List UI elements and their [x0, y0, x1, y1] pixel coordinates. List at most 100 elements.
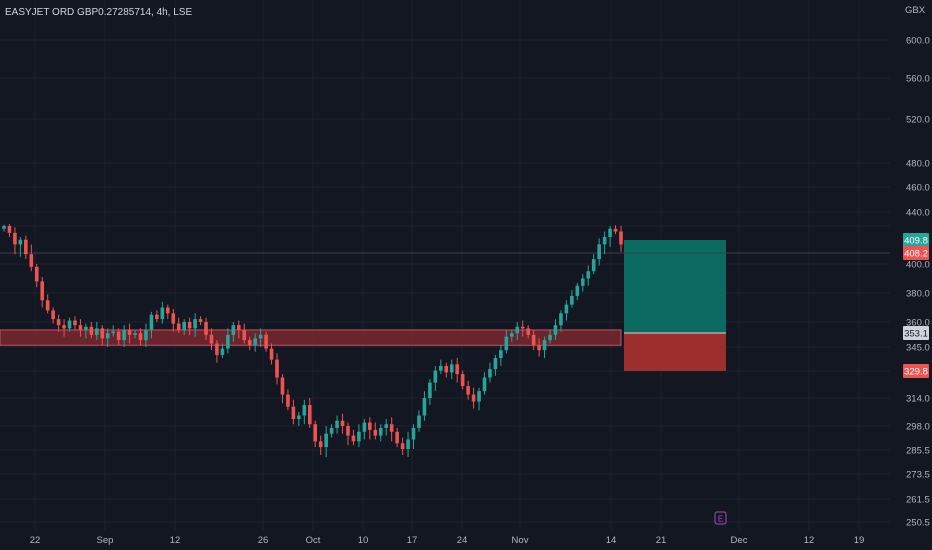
price-tick-label: 298.0	[906, 422, 930, 433]
candle	[602, 231, 607, 255]
candle	[226, 328, 230, 354]
earnings-event-marker[interactable]: E	[714, 511, 727, 525]
candle	[515, 322, 520, 341]
candle	[34, 264, 39, 288]
candle	[84, 323, 88, 339]
price-tag-last: 408.2	[903, 246, 929, 260]
price-tick-label: 440.0	[906, 208, 930, 219]
candle	[275, 353, 279, 385]
candle	[155, 310, 159, 322]
candle	[444, 362, 449, 378]
time-tick-label: 24	[457, 535, 468, 546]
candle	[45, 294, 50, 314]
candle	[231, 322, 236, 342]
candle	[460, 370, 465, 390]
candle	[280, 374, 285, 404]
candle	[608, 226, 612, 247]
svg-text:408.2: 408.2	[904, 249, 928, 260]
candle	[105, 328, 110, 347]
candle	[176, 317, 181, 334]
candle	[160, 301, 165, 324]
candle	[242, 323, 247, 344]
time-axis[interactable]: 22 Sep 12 26 Oct 10 17 24 Nov 14 21 Dec 12 19	[30, 535, 865, 546]
candle	[187, 317, 192, 335]
candle	[499, 345, 503, 366]
price-tick-label: 273.5	[906, 470, 930, 481]
long-position-tool[interactable]	[624, 240, 726, 371]
candle	[346, 422, 350, 446]
candle	[100, 325, 105, 346]
candle	[138, 328, 143, 346]
candle	[482, 372, 487, 395]
candle	[40, 277, 45, 308]
candle	[111, 325, 116, 337]
stop-zone[interactable]	[624, 333, 726, 371]
symbol-title[interactable]: EASYJET ORD GBP0.27285714, 4h, LSE	[5, 7, 192, 18]
candle	[193, 313, 197, 337]
time-tick-label: 22	[30, 535, 41, 546]
candle	[264, 331, 268, 352]
price-tick-label: 400.0	[906, 260, 930, 271]
candle	[466, 380, 470, 400]
candle	[166, 304, 170, 320]
candle	[144, 323, 148, 347]
candles	[2, 223, 623, 457]
candle	[575, 282, 580, 301]
candle	[488, 362, 492, 383]
candle	[586, 265, 591, 286]
candle	[89, 322, 94, 339]
candle	[395, 427, 399, 448]
candle	[329, 424, 334, 438]
candle	[400, 437, 405, 455]
time-tick-label: Dec	[731, 535, 748, 546]
candle	[471, 387, 476, 409]
candle	[73, 316, 77, 330]
svg-text:353.1: 353.1	[904, 329, 928, 340]
candle	[597, 238, 601, 266]
price-tick-label: 600.0	[906, 36, 930, 47]
candle	[378, 424, 383, 442]
candle	[247, 336, 252, 351]
time-tick-label: 21	[656, 535, 667, 546]
target-zone[interactable]	[624, 240, 726, 333]
candle	[220, 343, 225, 359]
time-tick-label: Nov	[512, 535, 529, 546]
candle	[127, 323, 132, 344]
price-tick-label: 380.0	[906, 289, 930, 300]
svg-text:409.8: 409.8	[904, 236, 928, 247]
candle	[116, 328, 121, 346]
candle	[504, 329, 509, 354]
candle	[509, 329, 514, 342]
candle	[559, 310, 563, 332]
price-axis[interactable]: GBX 250.5 261.5 273.5 285.5 298.0 314.0 345.0 36…	[905, 5, 930, 529]
price-tick-label: 360.0	[906, 318, 930, 329]
time-tick-label: 14	[606, 535, 617, 546]
candle	[580, 274, 585, 292]
candle	[335, 415, 339, 434]
candle	[548, 329, 552, 344]
candle	[406, 431, 410, 457]
price-tick-label: 520.0	[906, 115, 930, 126]
candle	[258, 328, 263, 347]
candle	[171, 308, 176, 332]
price-tick-label: 314.0	[906, 394, 930, 405]
candle	[493, 354, 498, 376]
candle	[7, 223, 12, 237]
price-tag-target: 409.8	[903, 233, 929, 247]
candle	[324, 426, 328, 457]
time-tick-label: 12	[170, 535, 181, 546]
candle	[357, 424, 361, 448]
candle	[570, 290, 574, 308]
candle	[449, 359, 454, 380]
support-zone[interactable]	[0, 329, 622, 346]
candle	[302, 399, 307, 425]
time-tick-label: 12	[804, 535, 815, 546]
candle	[215, 340, 219, 363]
candle	[340, 413, 345, 434]
candle	[411, 424, 416, 450]
svg-text:329.8: 329.8	[904, 367, 928, 378]
candle	[297, 412, 301, 426]
candle	[56, 314, 61, 332]
candle	[198, 316, 203, 326]
